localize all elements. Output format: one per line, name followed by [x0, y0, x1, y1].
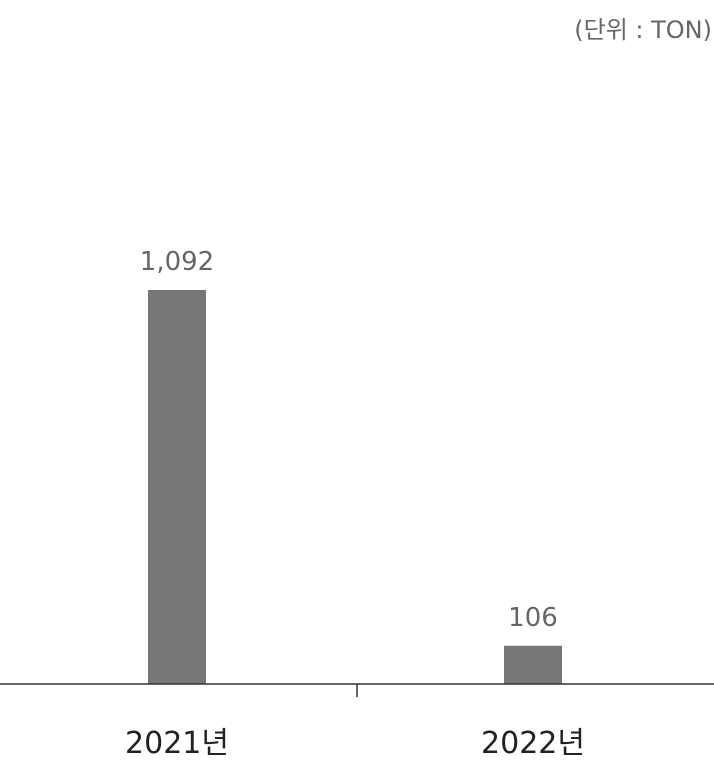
- unit-label: (단위 : TON): [574, 16, 712, 44]
- value-label-2: 106: [508, 603, 558, 633]
- value-label-1: 1,092: [140, 247, 214, 277]
- bar-2: [504, 645, 562, 684]
- bar-1: [148, 290, 206, 684]
- category-label-2: 2022년: [481, 726, 585, 761]
- category-labels-group: 2021년 2022년: [125, 726, 585, 761]
- bars-group: [148, 290, 562, 684]
- category-label-1: 2021년: [125, 726, 229, 761]
- value-labels-group: 1,092 106: [140, 247, 558, 633]
